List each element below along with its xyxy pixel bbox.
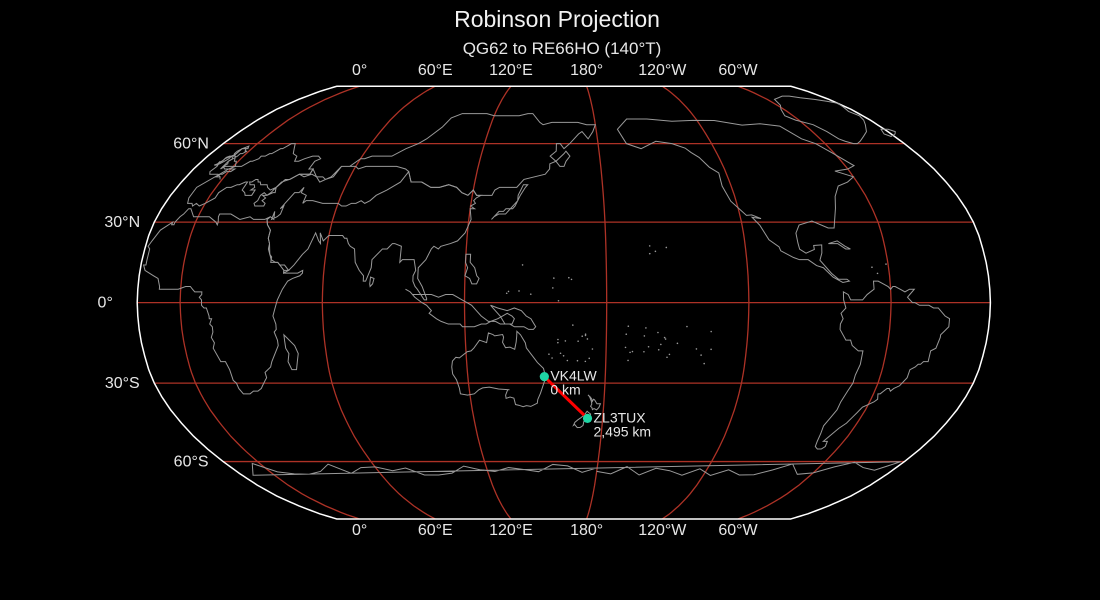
svg-text:120°W: 120°W bbox=[638, 62, 687, 79]
svg-text:Robinson Projection: Robinson Projection bbox=[454, 6, 660, 32]
svg-text:0°: 0° bbox=[352, 62, 367, 79]
svg-text:180°: 180° bbox=[570, 62, 603, 79]
svg-text:120°E: 120°E bbox=[489, 62, 533, 79]
svg-text:120°W: 120°W bbox=[638, 522, 687, 539]
svg-text:120°E: 120°E bbox=[489, 522, 533, 539]
svg-text:60°E: 60°E bbox=[418, 62, 453, 79]
svg-text:2,495 km: 2,495 km bbox=[594, 423, 652, 439]
svg-text:0 km: 0 km bbox=[550, 382, 580, 398]
svg-text:QG62 to RE66HO (140°T): QG62 to RE66HO (140°T) bbox=[463, 39, 662, 58]
svg-text:60°S: 60°S bbox=[174, 454, 209, 471]
svg-text:60°N: 60°N bbox=[173, 136, 209, 153]
svg-text:60°W: 60°W bbox=[718, 62, 758, 79]
svg-text:0°: 0° bbox=[98, 295, 113, 312]
svg-text:60°W: 60°W bbox=[718, 522, 758, 539]
svg-text:0°: 0° bbox=[352, 522, 367, 539]
svg-text:30°N: 30°N bbox=[104, 214, 140, 231]
svg-text:60°E: 60°E bbox=[418, 522, 453, 539]
svg-text:30°S: 30°S bbox=[105, 375, 140, 392]
svg-text:180°: 180° bbox=[570, 522, 603, 539]
